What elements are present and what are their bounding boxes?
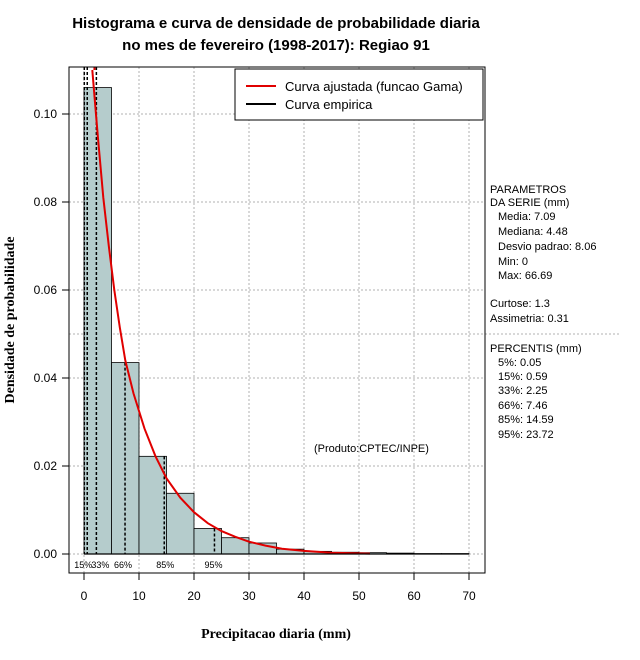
legend: Curva ajustada (funcao Gama) Curva empir…: [234, 68, 484, 121]
legend-fitted-label: Curva ajustada (funcao Gama): [285, 79, 463, 94]
percentis-header: PERCENTIS (mm): [490, 343, 582, 355]
stat-curtose: Curtose: 1.3: [490, 298, 550, 310]
y-tick-label-3: 0.06: [34, 283, 58, 297]
chart-title-line1: Histograma e curva de densidade de proba…: [72, 15, 480, 32]
param-header-2: DA SERIE (mm): [490, 197, 569, 209]
x-axis-label: Precipitacao diaria (mm): [201, 627, 351, 642]
x-tick-label-7: 70: [462, 589, 476, 603]
x-tick-label-1: 10: [132, 589, 146, 603]
y-tick-label-1: 0.02: [34, 459, 58, 473]
y-axis-label: Densidade de probabilidade: [3, 236, 18, 403]
percentile-lines: [83, 67, 216, 554]
x-tick-label-0: 0: [81, 589, 88, 603]
percentile-label-3: 66%: [114, 560, 132, 570]
y-tick-label-2: 0.04: [34, 371, 58, 385]
fitted-gamma-curve: [91, 69, 371, 555]
credit-text: (Produto:CPTEC/INPE): [314, 443, 429, 455]
legend-empirical-label: Curva empirica: [285, 97, 373, 112]
percentile-label-4: 85%: [156, 560, 174, 570]
histogram-bar-2: [138, 455, 167, 555]
percentile-label-1: 15%: [74, 560, 92, 570]
y-tick-label-0: 0.00: [34, 547, 58, 561]
y-tick-label-5: 0.10: [34, 107, 58, 121]
histogram-bar-0: [83, 87, 112, 555]
stat-max: Max: 66.69: [498, 270, 552, 282]
legend-box: [234, 68, 484, 121]
x-tick-label-5: 50: [352, 589, 366, 603]
param-header-1: PARAMETROS: [490, 184, 566, 196]
percentile-label-5: 95%: [204, 560, 222, 570]
axis-ticks: 0 10 20 30 40 50 60 70 0.00 0.02 0.04 0.06 0.08 0.10: [34, 107, 476, 603]
percentil-95: 95%: 23.72: [498, 429, 554, 441]
percentil-85: 85%: 14.59: [498, 414, 554, 426]
percentil-33: 33%: 2.25: [498, 385, 548, 397]
x-tick-label-4: 40: [297, 589, 311, 603]
y-tick-label-4: 0.08: [34, 195, 58, 209]
x-tick-label-3: 30: [242, 589, 256, 603]
x-tick-label-6: 60: [407, 589, 421, 603]
histogram-bar-4: [193, 528, 222, 555]
statistics-panel: PARAMETROS DA SERIE (mm) Media: 7.09 Med…: [490, 184, 596, 441]
percentil-15: 15%: 0.59: [498, 371, 548, 383]
percentil-66: 66%: 7.46: [498, 400, 548, 412]
percentile-label-2: 33%: [91, 560, 109, 570]
percentile-labels: 15% 33% 66% 85% 95%: [74, 560, 222, 570]
stat-media: Media: 7.09: [498, 211, 555, 223]
percentil-5: 5%: 0.05: [498, 357, 541, 369]
stat-desvio: Desvio padrao: 8.06: [498, 241, 596, 253]
stat-assimetria: Assimetria: 0.31: [490, 313, 569, 325]
chart-title-line2: no mes de fevereiro (1998-2017): Regiao …: [122, 37, 430, 54]
histogram-bar-3: [166, 492, 195, 555]
plot-frame: [68, 66, 486, 574]
stat-mediana: Mediana: 4.48: [498, 226, 568, 238]
x-tick-label-2: 20: [187, 589, 201, 603]
histogram-bars: [83, 87, 470, 555]
stat-min: Min: 0: [498, 256, 528, 268]
